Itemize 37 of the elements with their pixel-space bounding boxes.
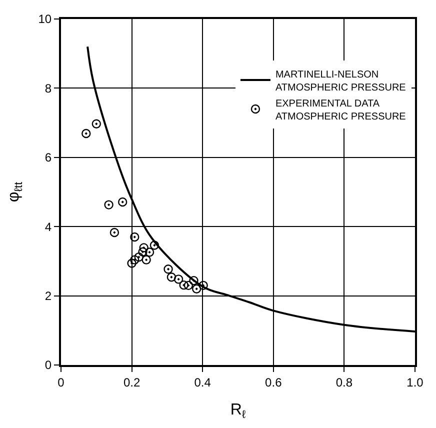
point (118, 197, 128, 207)
point (110, 228, 120, 238)
y-tick-label: 6 (44, 150, 52, 165)
y-tick-label: 0 (44, 358, 52, 372)
point (144, 248, 154, 257)
legend-label: MARTINELLI-NELSON ATMOSPHERIC PRESSURE (275, 69, 406, 94)
legend-label: EXPERIMENTAL DATA ATMOSPHERIC PRESSURE (275, 98, 406, 122)
y-tick-label: 10 (38, 12, 52, 26)
point (166, 272, 176, 282)
y-tick-label: 2 (44, 289, 52, 303)
point (134, 252, 144, 262)
point (139, 243, 148, 252)
point (142, 255, 151, 264)
point (130, 232, 140, 242)
point (179, 280, 188, 290)
point (150, 240, 160, 250)
point (184, 280, 194, 290)
point (104, 200, 114, 210)
point (164, 264, 173, 274)
point (138, 247, 148, 256)
point (92, 119, 101, 128)
point (130, 255, 140, 264)
point (198, 280, 208, 290)
x-axis-title: R$_{ℓ}$ (230, 402, 246, 421)
point (82, 128, 91, 138)
x-tick-label: 0.2 (123, 375, 140, 390)
x-tick-label: 0 (58, 375, 65, 390)
y-tick-label: 8 (44, 81, 52, 96)
x-tick-label: 0.8 (336, 375, 353, 390)
point (192, 284, 202, 294)
x-tick-label: 0.4 (194, 375, 212, 390)
point (189, 276, 198, 286)
point (174, 274, 184, 284)
x-tick-label: 1.0 (406, 375, 424, 390)
y-tick-label: 4 (44, 220, 52, 234)
point (127, 258, 136, 268)
x-tick-label: 0.6 (265, 375, 282, 390)
